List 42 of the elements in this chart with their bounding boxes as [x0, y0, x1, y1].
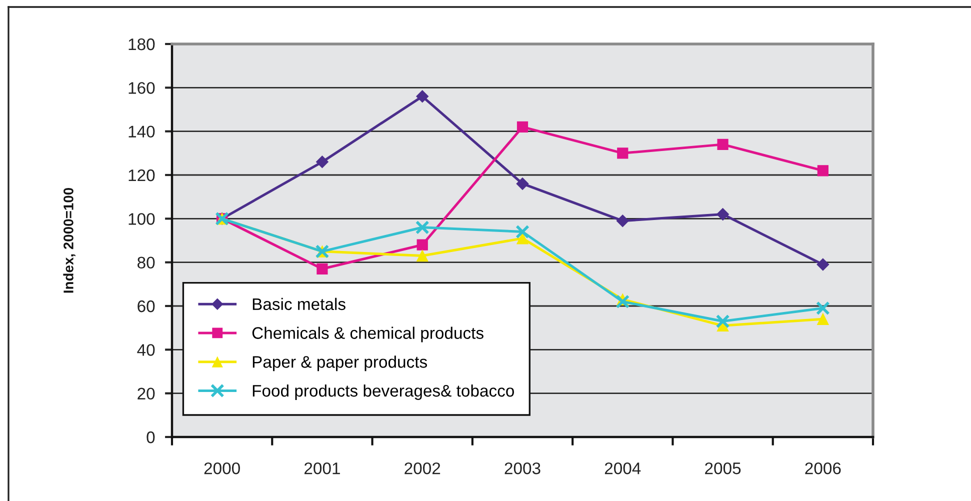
x-tick-label: 2004 — [604, 462, 641, 474]
x-tick-label: 2003 — [504, 462, 540, 474]
y-tick-label: 60 — [138, 300, 155, 312]
point — [316, 156, 328, 168]
y-tick-label: 140 — [128, 126, 155, 138]
legend-label: Paper & paper products — [252, 356, 427, 372]
point — [516, 121, 528, 133]
legend-label: Food products beverages& tobacco — [252, 384, 514, 400]
y-tick-label: 180 — [128, 38, 155, 50]
legend-label: Basic metals — [252, 298, 346, 310]
point — [716, 208, 730, 221]
point — [316, 263, 328, 274]
y-tick-label: 80 — [138, 256, 155, 269]
y-tick-label: 40 — [137, 344, 155, 356]
point — [616, 294, 630, 309]
x-tick-label: 2001 — [304, 462, 340, 474]
point — [516, 224, 530, 239]
legend-label: Chemicals & chemical products — [252, 326, 484, 342]
x-tick-label: 2005 — [705, 462, 741, 474]
point — [816, 301, 830, 316]
point — [717, 138, 728, 150]
point — [817, 165, 828, 176]
x-tick-label: 2006 — [805, 462, 841, 474]
point — [617, 148, 628, 159]
point — [817, 313, 829, 326]
point — [516, 232, 528, 244]
point — [816, 258, 830, 271]
point — [415, 220, 430, 234]
y-tick-label: 100 — [128, 213, 155, 225]
point — [416, 90, 429, 103]
point — [416, 250, 428, 262]
y-tick-label: 160 — [128, 82, 155, 94]
x-tick-label: 2000 — [204, 462, 240, 474]
point — [416, 239, 428, 250]
y-tick-label: 0 — [146, 431, 155, 444]
point — [616, 214, 629, 228]
y-tick-label: 20 — [138, 388, 155, 400]
x-tick-label: 2002 — [404, 462, 440, 474]
y-axis-title: Index, 2000=100 — [63, 188, 76, 293]
y-tick-label: 120 — [128, 169, 155, 182]
point — [716, 314, 730, 328]
point — [516, 177, 529, 190]
